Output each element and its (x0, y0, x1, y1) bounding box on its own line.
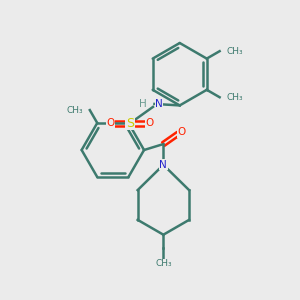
Text: O: O (178, 127, 186, 137)
Text: CH₃: CH₃ (155, 259, 172, 268)
Text: S: S (126, 117, 134, 130)
Text: N: N (160, 160, 167, 170)
Text: CH₃: CH₃ (226, 93, 243, 102)
Text: H: H (139, 99, 147, 109)
Text: CH₃: CH₃ (67, 106, 83, 115)
Text: N: N (155, 99, 163, 109)
Text: CH₃: CH₃ (226, 47, 243, 56)
Text: O: O (146, 118, 154, 128)
Text: O: O (106, 118, 114, 128)
